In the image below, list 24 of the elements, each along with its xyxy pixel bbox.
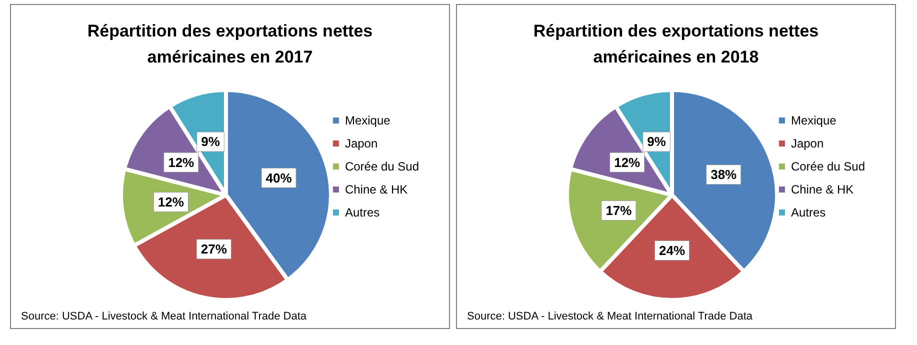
legend-label: Autres [344,206,380,220]
legend-label: Japon [344,136,378,150]
data-label: 17% [606,202,632,218]
data-label: 9% [647,134,666,150]
legend-label: Chine & HK [790,182,854,196]
legend-label: Mexique [790,114,837,128]
legend-label: Corée du Sud [790,160,866,174]
chart-title: Répartition des exportations nettes américaines en 2018 [533,22,819,66]
legend-label: Corée du Sud [344,160,420,174]
legend-label: Chine & HK [344,182,408,196]
data-label: 12% [158,194,184,210]
chart-title: Répartition des exportations nettes américaines en 2017 [87,22,373,66]
legend-label: Mexique [344,114,391,128]
data-label: 12% [168,154,195,170]
data-label: 24% [658,243,686,258]
source-note: Source: USDA - Livestock & Meat International Trade Data [467,310,754,322]
data-label: 40% [266,170,292,186]
source-note: Source: USDA - Livestock & Meat International Trade Data [21,310,308,322]
data-label: 27% [200,242,228,257]
data-label: 9% [201,134,220,150]
data-label: 38% [710,167,738,182]
data-label: 12% [614,154,641,170]
legend-label: Japon [790,136,824,150]
legend-label: Autres [790,206,826,220]
